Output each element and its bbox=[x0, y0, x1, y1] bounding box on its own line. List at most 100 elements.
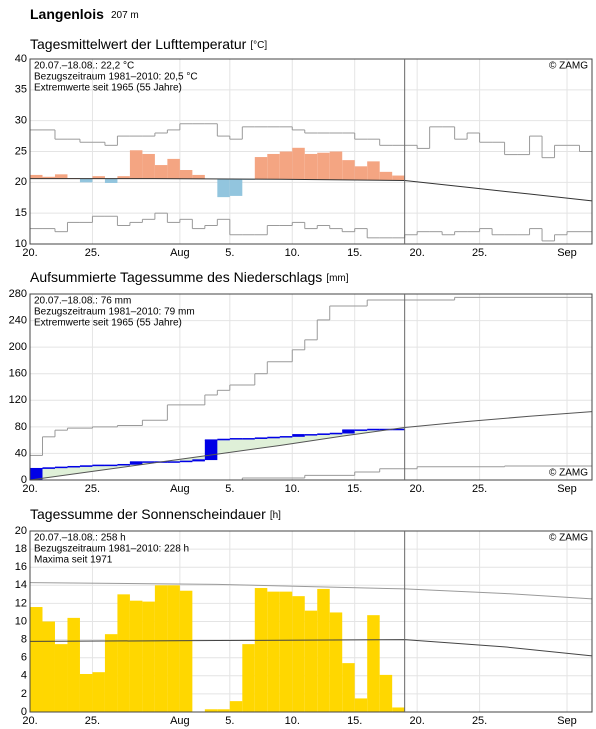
anomaly-bar bbox=[267, 153, 280, 180]
anomaly-bar bbox=[92, 176, 105, 179]
bar bbox=[304, 610, 318, 712]
copyright: © ZAMG bbox=[549, 468, 588, 479]
x-tick-label: Sep bbox=[557, 483, 577, 495]
x-tick-label: 25. bbox=[85, 483, 100, 495]
daily-increment bbox=[30, 468, 43, 480]
annotation: 20.07.–18.08.: 22,2 °C bbox=[34, 61, 134, 72]
y-tick-label: 80 bbox=[15, 421, 27, 433]
y-tick-label: 10 bbox=[15, 238, 27, 250]
bar bbox=[179, 590, 193, 712]
bar bbox=[229, 701, 243, 712]
x-tick-label: 20. bbox=[410, 247, 425, 259]
annotation: Maxima seit 1971 bbox=[34, 555, 113, 566]
anomaly-bar bbox=[142, 153, 155, 179]
y-tick-label: 12 bbox=[15, 597, 27, 609]
station-name: Langenlois bbox=[30, 6, 104, 22]
annotation: Extremwerte seit 1965 (55 Jahre) bbox=[34, 83, 182, 94]
y-tick-label: 6 bbox=[21, 652, 27, 664]
x-tick-label: 25. bbox=[85, 715, 100, 727]
panel: Tagessumme der Sonnenscheindauer [h] 0 2 4 6 8… bbox=[15, 506, 593, 727]
x-tick-label: 25. bbox=[472, 483, 487, 495]
y-tick-label: 280 bbox=[9, 288, 27, 300]
anomaly-bar bbox=[317, 152, 330, 180]
copyright: © ZAMG bbox=[549, 61, 588, 72]
anomaly-bar bbox=[254, 157, 268, 180]
bar bbox=[104, 634, 118, 712]
y-tick-label: 0 bbox=[21, 706, 27, 718]
bar bbox=[42, 621, 55, 712]
annotation: Bezugszeitraum 1981–2010: 79 mm bbox=[34, 307, 195, 318]
bar bbox=[67, 617, 80, 712]
anomaly-bar bbox=[117, 176, 130, 179]
anomaly-bar bbox=[179, 170, 193, 179]
annotation: Bezugszeitraum 1981–2010: 228 h bbox=[34, 544, 189, 555]
bar bbox=[30, 607, 43, 712]
anomaly-bar bbox=[304, 153, 318, 180]
x-tick-label: 20. bbox=[22, 483, 37, 495]
unit: [h] bbox=[270, 510, 281, 521]
bar bbox=[317, 588, 330, 712]
y-tick-label: 120 bbox=[9, 394, 27, 406]
title-text: Aufsummierte Tagessumme des Niederschlag… bbox=[30, 269, 322, 285]
anomaly-bar bbox=[367, 161, 380, 181]
x-tick-label: 10. bbox=[285, 247, 300, 259]
title-text: Tagesmittelwert der Lufttemperatur bbox=[30, 36, 247, 52]
x-tick-label: 15. bbox=[347, 715, 362, 727]
daily-increment bbox=[342, 430, 355, 434]
header: Langenlois 207 m bbox=[30, 6, 139, 22]
x-tick-label: 20. bbox=[22, 715, 37, 727]
bar bbox=[379, 674, 393, 712]
y-tick-label: 16 bbox=[15, 561, 27, 573]
x-tick-label: 15. bbox=[347, 247, 362, 259]
x-tick-label: 20. bbox=[410, 483, 425, 495]
y-tick-label: 25 bbox=[15, 145, 27, 157]
bar bbox=[167, 585, 180, 712]
x-tick-label: 5. bbox=[225, 247, 234, 259]
bar bbox=[254, 588, 268, 712]
x-tick-label: 10. bbox=[285, 483, 300, 495]
x-tick-label: 25. bbox=[85, 247, 100, 259]
anomaly-bar bbox=[279, 151, 293, 180]
anomaly-bar bbox=[192, 174, 205, 179]
bar bbox=[367, 615, 380, 712]
anomaly-bar bbox=[329, 151, 343, 180]
y-tick-label: 10 bbox=[15, 615, 27, 627]
unit: [mm] bbox=[326, 273, 348, 284]
x-tick-label: Sep bbox=[557, 715, 577, 727]
bar bbox=[342, 663, 355, 712]
daily-increment bbox=[292, 434, 305, 437]
anomaly-bar bbox=[392, 175, 405, 181]
x-tick-label: Aug bbox=[170, 715, 190, 727]
x-tick-label: 25. bbox=[472, 715, 487, 727]
bar bbox=[329, 612, 343, 712]
y-tick-label: 20 bbox=[15, 525, 27, 537]
bar bbox=[79, 673, 93, 712]
panel: Aufsummierte Tagessumme des Niederschlag… bbox=[9, 269, 593, 495]
bar bbox=[204, 709, 218, 712]
anomaly-bar bbox=[54, 174, 68, 179]
bar bbox=[279, 591, 293, 712]
x-tick-label: 5. bbox=[225, 483, 234, 495]
bar bbox=[117, 594, 130, 712]
annotation: 20.07.–18.08.: 258 h bbox=[34, 533, 126, 544]
y-tick-label: 200 bbox=[9, 341, 27, 353]
daily-increment bbox=[129, 462, 143, 465]
y-tick-label: 20 bbox=[15, 176, 27, 188]
x-tick-label: 25. bbox=[472, 247, 487, 259]
bar bbox=[267, 591, 280, 712]
x-tick-label: Sep bbox=[557, 247, 577, 259]
y-tick-label: 240 bbox=[9, 314, 27, 326]
plot-frame bbox=[29, 293, 593, 481]
bar bbox=[54, 644, 68, 712]
anomaly-bar bbox=[104, 178, 118, 183]
anomaly-bar bbox=[42, 176, 55, 179]
anomaly-bar bbox=[129, 150, 143, 179]
anomaly-bar bbox=[217, 178, 230, 198]
unit: [°C] bbox=[250, 40, 267, 51]
plot-frame bbox=[29, 530, 593, 713]
x-tick-label: 15. bbox=[347, 483, 362, 495]
x-tick-label: 5. bbox=[225, 715, 234, 727]
y-tick-label: 40 bbox=[15, 447, 27, 459]
panel-title: Tagessumme der Sonnenscheindauer [h] bbox=[30, 506, 281, 522]
